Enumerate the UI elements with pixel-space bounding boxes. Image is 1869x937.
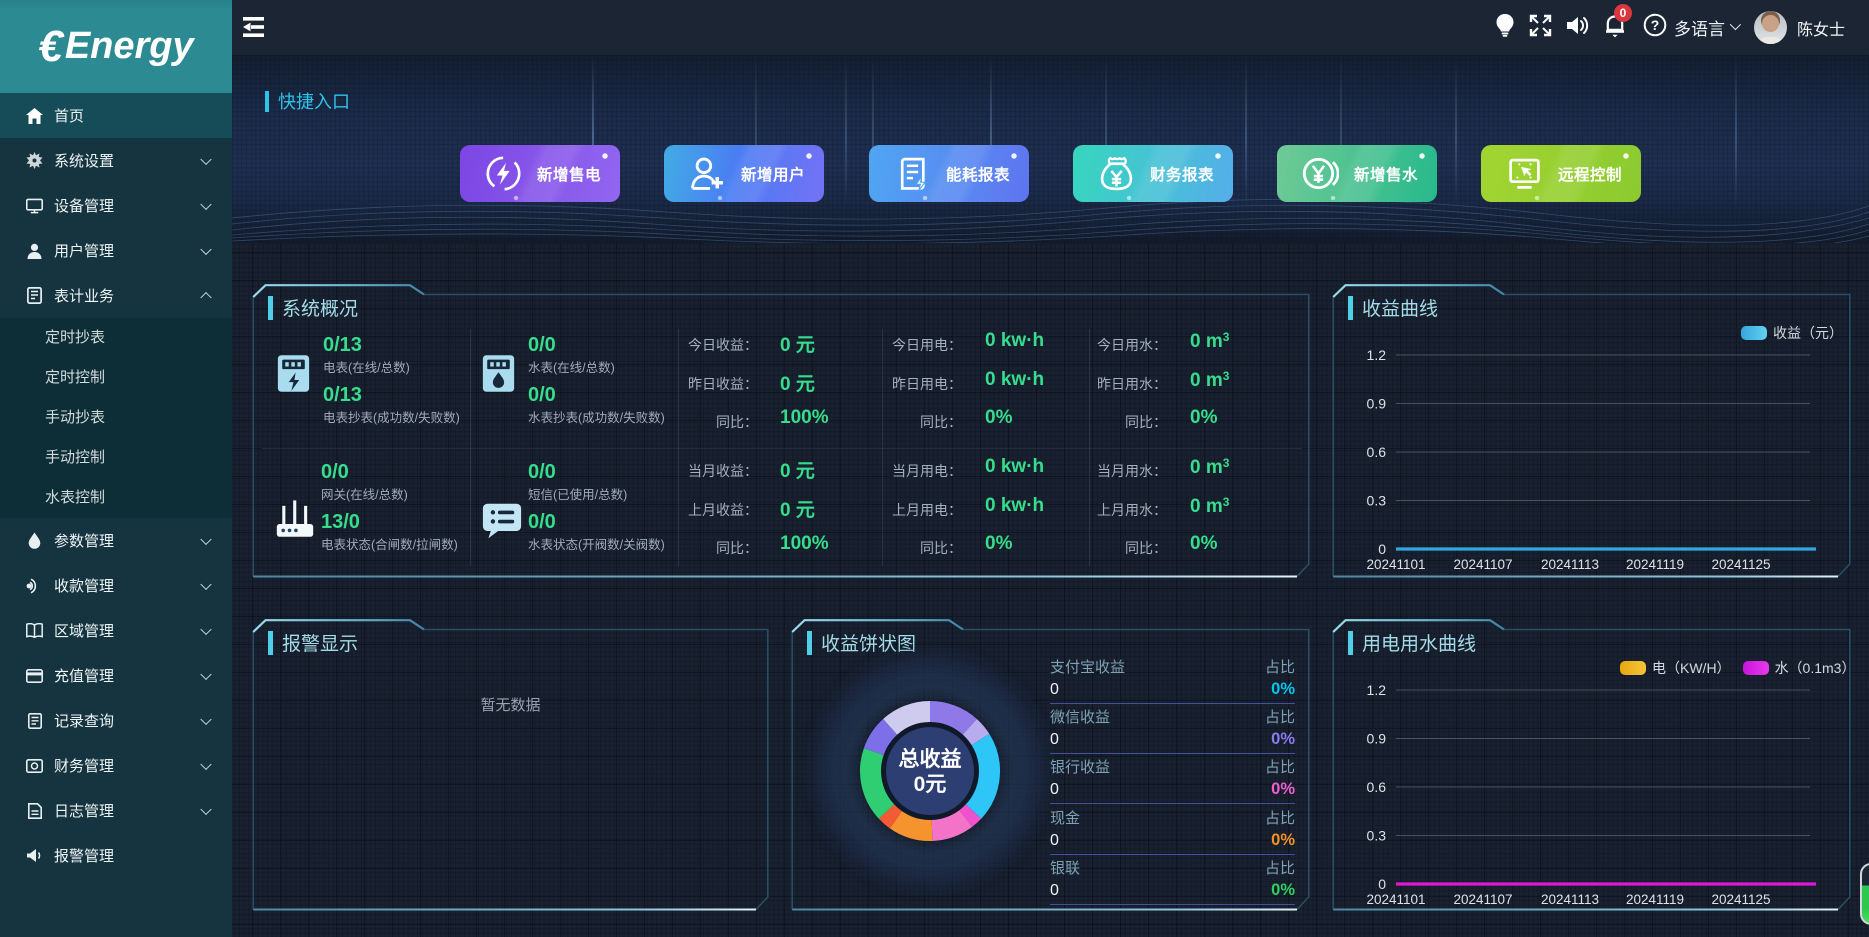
svg-text:0.6: 0.6 — [1367, 444, 1387, 460]
svg-text:20241107: 20241107 — [1453, 892, 1512, 907]
svg-text:0: 0 — [1378, 541, 1386, 557]
svg-text:0: 0 — [1378, 876, 1386, 892]
svg-text:20241125: 20241125 — [1711, 892, 1770, 907]
svg-text:20241107: 20241107 — [1453, 557, 1512, 572]
svg-text:0.9: 0.9 — [1367, 731, 1387, 747]
svg-text:20241125: 20241125 — [1711, 557, 1770, 572]
svg-text:1.2: 1.2 — [1367, 347, 1387, 363]
svg-text:1.2: 1.2 — [1367, 682, 1387, 698]
svg-text:20241101: 20241101 — [1366, 892, 1425, 907]
svg-text:20241113: 20241113 — [1541, 557, 1599, 572]
svg-text:?: ? — [1651, 17, 1660, 33]
svg-text:20241119: 20241119 — [1626, 557, 1684, 572]
svg-text:0.9: 0.9 — [1367, 396, 1387, 412]
svg-text:20241101: 20241101 — [1366, 557, 1425, 572]
svg-text:0.3: 0.3 — [1367, 828, 1387, 844]
svg-text:20241119: 20241119 — [1626, 892, 1684, 907]
svg-text:0.6: 0.6 — [1367, 779, 1387, 795]
svg-text:0.3: 0.3 — [1367, 493, 1387, 509]
svg-text:0元: 0元 — [914, 773, 947, 796]
svg-text:总收益: 总收益 — [899, 747, 962, 771]
svg-text:20241113: 20241113 — [1541, 892, 1599, 907]
